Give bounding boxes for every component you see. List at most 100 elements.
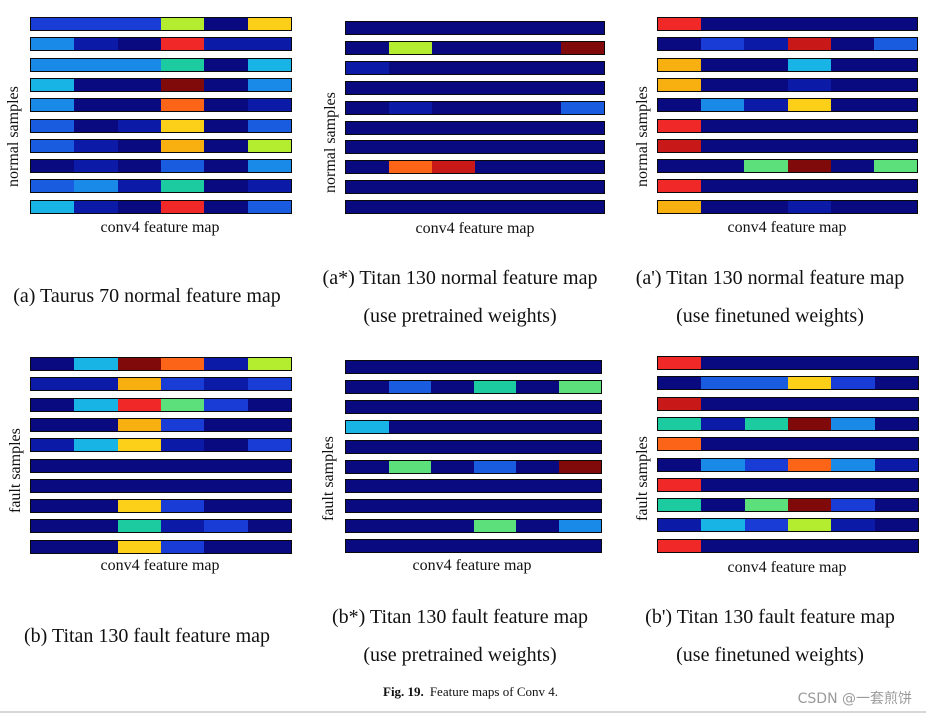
feature-cell [787,18,831,30]
feature-row [30,478,292,493]
feature-row [30,199,292,214]
feature-row [657,416,919,431]
feature-cell [160,119,205,132]
feature-cell [787,377,832,390]
feature-cell [389,201,432,214]
feature-cell [561,81,604,94]
feature-cell [874,458,918,471]
feature-cell [830,160,874,173]
feature-cell [31,378,75,391]
feature-cell [475,201,518,214]
feature-cell [701,499,745,512]
feature-row [345,100,605,115]
feature-cell [346,500,389,513]
feature-cell [873,18,918,30]
feature-cell [389,161,432,174]
feature-cell [432,22,475,34]
feature-cell [744,438,788,451]
feature-cell [204,358,248,370]
feature-cell [787,458,832,471]
feature-cell [561,101,604,114]
feature-row [345,419,602,434]
feature-cell [160,439,205,452]
feature-cell [658,180,702,193]
feature-cell [874,397,918,410]
feature-cell [518,22,561,34]
feature-cell [744,99,788,112]
feature-cell [431,361,474,373]
feature-cell [658,119,702,132]
feature-cell [31,500,75,513]
feature-cell [830,200,874,213]
feature-row [30,17,292,31]
feature-cell [247,119,291,132]
feature-cell [744,417,788,430]
feature-cell [388,361,431,373]
feature-cell [431,440,474,453]
feature-cell [388,480,431,493]
feature-cell [31,358,75,370]
feature-row [657,37,918,52]
feature-row [345,200,605,215]
feature-cell [701,180,745,193]
feature-cell [346,380,389,393]
feature-cell [658,377,702,390]
feature-cell [74,99,118,112]
feature-cell [346,101,389,114]
feature-cell [831,458,875,471]
feature-cell [516,400,559,413]
feature-cell [432,161,475,174]
feature-cell [787,519,832,532]
feature-cell [473,540,516,553]
feature-cell [346,520,389,533]
feature-cell [346,181,389,194]
feature-cell [561,22,604,34]
feature-cell [744,160,788,173]
feature-cell [31,119,75,132]
feature-cell [74,459,118,472]
feature-cell [389,101,432,114]
feature-cell [117,180,161,193]
feature-cell [658,160,702,173]
panel-caption: (use pretrained weights) [363,305,557,327]
feature-cell [74,439,118,452]
feature-cell [247,540,291,553]
feature-cell [787,160,831,173]
feature-cell [247,398,291,411]
feature-cell [74,38,118,51]
feature-cell [74,200,118,213]
feature-cell [561,181,604,194]
feature-cell [787,200,831,213]
feature-row [657,77,918,92]
feature-cell [346,420,389,433]
feature-row [657,98,918,113]
feature-cell [473,440,516,453]
feature-cell [160,58,205,71]
feature-cell [432,121,475,134]
feature-cell [874,357,918,369]
feature-cell [247,479,291,492]
feature-row [30,57,292,72]
feature-cell [744,119,788,132]
feature-row [657,118,918,133]
feature-cell [31,78,75,91]
feature-cell [830,78,874,91]
feature-cell [473,420,516,433]
figure-caption-label: Fig. 19. [383,684,424,699]
feature-cell [658,417,702,430]
feature-cell [74,540,118,553]
feature-cell [787,78,831,91]
feature-cell [160,418,205,431]
feature-cell [389,81,432,94]
feature-cell [389,121,432,134]
feature-cell [31,439,75,452]
feature-cell [117,38,161,51]
feature-cell [247,200,291,213]
feature-cell [873,180,918,193]
feature-cell [204,520,248,533]
feature-cell [74,520,118,533]
feature-cell [432,181,475,194]
feature-cell [160,160,205,173]
feature-cell [204,99,248,112]
feature-cell [744,397,788,410]
